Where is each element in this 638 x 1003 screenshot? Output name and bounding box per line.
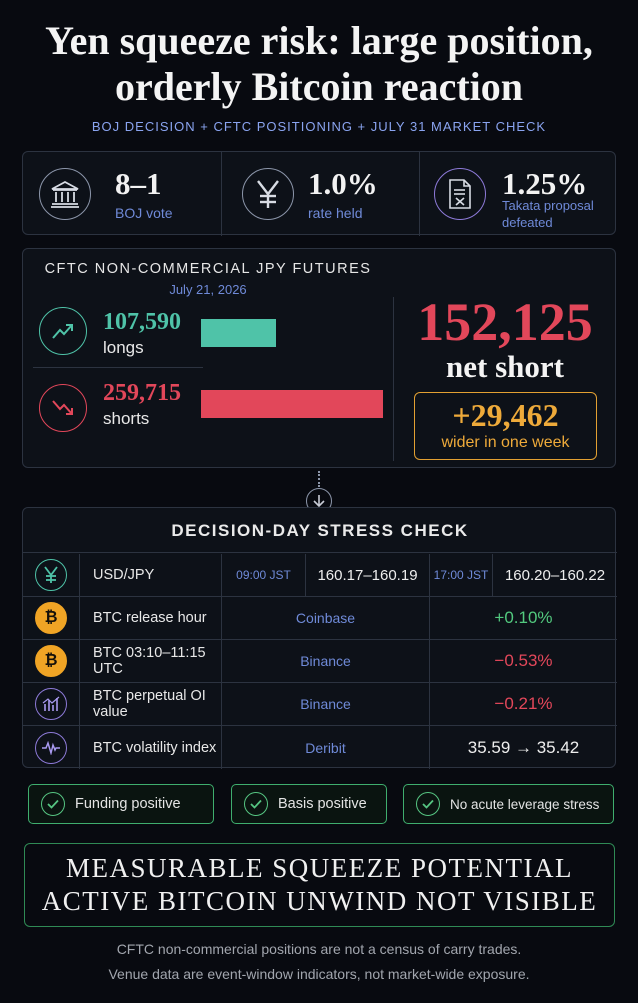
weekly-change-badge: +29,462 wider in one week [414,392,597,460]
table-row: BTC perpetual OI value Binance −0.21% [23,683,617,726]
check-label: Funding positive [75,796,181,812]
icon-cell [23,683,80,725]
time-label: 17:00 JST [430,554,493,596]
checkmark-icon [41,792,65,816]
stress-check-table: DECISION-DAY STRESS CHECK USD/JPY 09:00 … [22,507,617,769]
document-icon [434,168,486,220]
verdict-line-2: ACTIVE BITCOIN UNWIND NOT VISIBLE [41,886,598,916]
footnote-line-1: CFTC non-commercial positions are not a … [116,941,522,957]
table-row: ₿ BTC 03:10–11:15 UTC Binance −0.53% [23,640,617,683]
waveform-icon [35,731,67,764]
result-value: +0.10% [494,608,553,627]
table-row: ₿ BTC release hour Coinbase +0.10% [23,597,617,640]
trending-down-icon [39,384,87,432]
icon-cell: ₿ [23,640,80,682]
result-value: −0.21% [494,694,553,713]
longs-value: 107,590 [103,309,181,335]
yen-icon [35,559,67,591]
bitcoin-icon: ₿ [35,645,67,677]
page-title: Yen squeeze risk: large position, orderl… [0,18,638,110]
venue-label: Binance [222,683,430,725]
time-label: 09:00 JST [222,554,306,596]
check-no-leverage-stress: No acute leverage stress [403,784,614,824]
row-label: BTC volatility index [80,726,222,769]
icon-cell: ₿ [23,597,80,639]
cftc-title: CFTC NON-COMMERCIAL JPY FUTURES [44,261,372,277]
title-line-2: orderly Bitcoin reaction [114,64,524,109]
connector-line [318,471,320,487]
longs-label: longs [103,338,144,357]
weekly-change-value: +29,462 [452,397,559,433]
row-label: BTC perpetual OI value [80,683,222,725]
row-label: BTC release hour [80,597,222,639]
verdict-line-1: MEASURABLE SQUEEZE POTENTIAL [66,853,573,883]
stat-rate-held: 1.0% rate held [221,152,419,236]
verdict-banner: MEASURABLE SQUEEZE POTENTIAL ACTIVE BITC… [24,843,615,927]
result-value: 35.59 → 35.42 [467,737,580,757]
longs-bar [201,319,277,347]
check-funding-positive: Funding positive [28,784,214,824]
rate-value: 160.17–160.19 [306,554,430,596]
stat-label-line-2: defeated [502,215,553,230]
stat-value: 1.0% [308,166,378,201]
checkmark-icon [416,792,440,816]
stat-label: BOJ vote [115,205,173,221]
title-line-1: Yen squeeze risk: large position, [45,18,593,63]
key-stats-panel: 8–1 BOJ vote 1.0% rate held 1.25% Takata… [22,151,617,236]
venue-label: Deribit [222,726,430,769]
trending-up-icon [39,307,87,355]
table-row-usdjpy: USD/JPY 09:00 JST 160.17–160.19 17:00 JS… [23,554,617,597]
stat-takata-proposal: 1.25% Takata proposal defeated [419,152,617,236]
cftc-date: July 21, 2026 [169,282,247,297]
row-label: BTC 03:10–11:15 UTC [80,640,222,682]
check-label: No acute leverage stress [450,796,600,812]
stat-label: rate held [308,205,363,221]
rate-value: 160.20–160.22 [504,566,606,584]
shorts-bar [201,390,383,418]
yen-icon [242,168,294,220]
cftc-positioning-panel: CFTC NON-COMMERCIAL JPY FUTURES July 21,… [22,248,616,468]
stress-check-title: DECISION-DAY STRESS CHECK [23,508,617,553]
venue-label: Coinbase [222,597,430,639]
shorts-label: shorts [103,409,150,428]
footnote-line-2: Venue data are event-window indicators, … [108,966,530,982]
bank-icon [39,168,91,220]
bar-chart-icon [35,688,67,720]
divider [393,297,394,461]
divider [33,367,203,368]
stat-label-line-1: Takata proposal [502,198,594,213]
row-label: USD/JPY [80,554,222,596]
check-basis-positive: Basis positive [231,784,387,824]
result-value: −0.53% [494,651,553,670]
checkmark-icon [244,792,268,816]
bitcoin-icon: ₿ [35,602,67,634]
icon-cell [23,554,80,596]
stat-boj-vote: 8–1 BOJ vote [23,152,221,236]
stat-label: Takata proposal defeated [502,197,594,231]
page-subtitle: BOJ DECISION + CFTC POSITIONING + JULY 3… [91,119,547,134]
venue-label: Binance [222,640,430,682]
stat-value: 8–1 [115,166,162,201]
table-row: BTC volatility index Deribit 35.59 → 35.… [23,726,617,769]
stat-value: 1.25% [502,166,588,201]
net-short-label: net short [446,349,564,384]
weekly-change-label: wider in one week [441,434,570,451]
check-label: Basis positive [278,796,367,812]
net-short-value: 152,125 [417,292,593,352]
shorts-value: 259,715 [103,380,181,406]
icon-cell [23,726,80,769]
